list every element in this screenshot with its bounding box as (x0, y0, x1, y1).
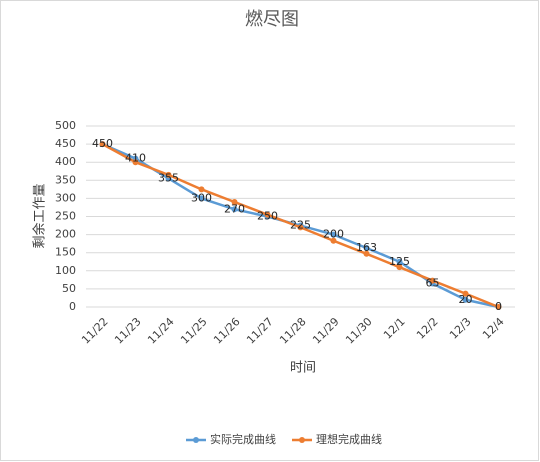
data-label: 450 (92, 137, 113, 150)
y-tick-label: 50 (62, 282, 76, 295)
point (231, 206, 238, 213)
data-label: 300 (191, 191, 212, 204)
point (462, 296, 469, 303)
y-tick-label: 400 (55, 155, 76, 168)
y-tick-label: 350 (55, 173, 76, 186)
y-tick-label: 250 (55, 210, 76, 223)
data-label: 163 (356, 241, 377, 254)
legend-marker (299, 437, 305, 443)
point (462, 290, 469, 297)
data-label: 355 (158, 171, 179, 184)
data-label: 125 (389, 255, 410, 268)
point (231, 199, 238, 206)
point (99, 141, 106, 148)
data-label: 270 (224, 202, 245, 215)
data-label: 225 (290, 219, 311, 232)
point (363, 250, 370, 257)
point (198, 186, 205, 193)
point (165, 171, 172, 178)
point (264, 211, 271, 218)
point (198, 195, 205, 202)
data-label: 410 (125, 152, 146, 165)
chart-title: 燃尽图 (245, 9, 299, 30)
point (297, 224, 304, 231)
point (396, 264, 403, 271)
y-tick-label: 300 (55, 191, 76, 204)
data-label: 0 (495, 300, 502, 313)
point (330, 231, 337, 238)
x-axis-title: 时间 (290, 361, 316, 376)
y-tick-label: 200 (55, 228, 76, 241)
legend-marker (193, 437, 199, 443)
data-label: 250 (257, 210, 278, 223)
point (429, 277, 436, 284)
data-label: 65 (426, 276, 440, 289)
point (132, 159, 139, 166)
y-axis-title: 剩余工作量 (32, 183, 48, 248)
point (495, 304, 502, 310)
point (396, 258, 403, 265)
point (330, 237, 337, 244)
y-tick-label: 0 (69, 300, 76, 313)
y-tick-label: 500 (55, 119, 76, 132)
data-label: 200 (323, 228, 344, 241)
y-tick-label: 150 (55, 246, 76, 259)
data-label: 20 (459, 293, 473, 306)
y-tick-label: 100 (55, 264, 76, 277)
legend-label: 实际完成曲线 (210, 432, 276, 446)
y-tick-label: 450 (55, 137, 76, 150)
legend-label: 理想完成曲线 (316, 432, 382, 446)
point (363, 244, 370, 251)
